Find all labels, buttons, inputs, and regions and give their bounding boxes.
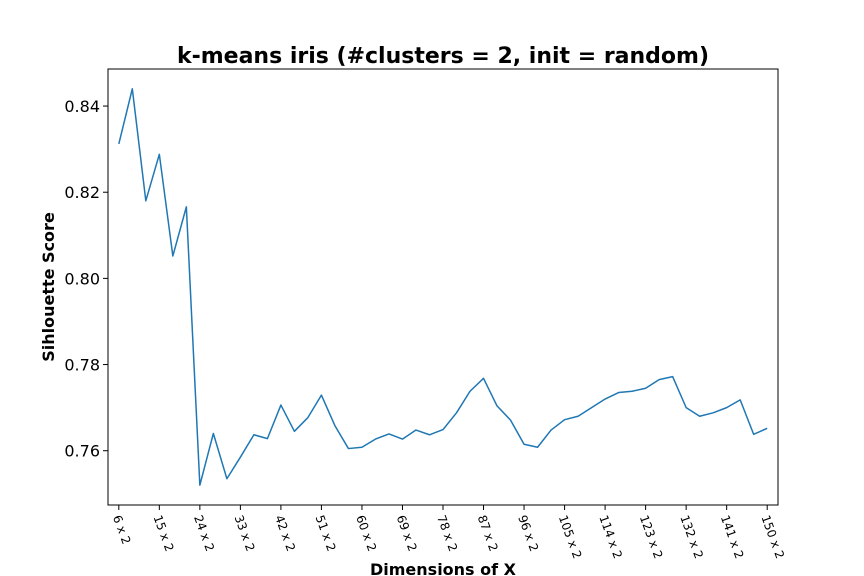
data-point [564, 419, 566, 421]
x-tick-label: 150 x 2 [758, 513, 787, 560]
y-tick-label: 0.84 [64, 97, 100, 116]
x-tick-label: 87 x 2 [475, 513, 501, 553]
data-point [347, 448, 349, 450]
data-point [618, 392, 620, 394]
data-point [442, 429, 444, 431]
data-point [537, 446, 539, 448]
data-point [226, 478, 228, 480]
data-point [253, 434, 255, 436]
y-tick-label: 0.78 [64, 356, 100, 375]
data-point [550, 429, 552, 431]
data-point [212, 432, 214, 434]
data-point [712, 412, 714, 414]
data-point [401, 438, 403, 440]
data-point [172, 255, 174, 257]
axes-frame [107, 68, 779, 506]
x-tick-label: 105 x 2 [556, 513, 585, 560]
data-point [145, 200, 147, 202]
data-point [523, 443, 525, 445]
plot-area [107, 68, 779, 506]
x-tick-label: 6 x 2 [110, 513, 133, 546]
x-tick-label: 96 x 2 [515, 513, 541, 553]
x-axis: 6 x 2 15 x 2 24 x 2 33 x 2 42 x 2 51 x 2 60 x … [110, 505, 787, 561]
data-point [496, 405, 498, 407]
data-point [185, 206, 187, 208]
data-point [456, 412, 458, 414]
data-point [293, 430, 295, 432]
data-point [739, 399, 741, 401]
data-point [199, 484, 201, 486]
x-tick-label: 132 x 2 [677, 513, 706, 560]
data-point [577, 415, 579, 417]
x-tick-label: 42 x 2 [272, 513, 298, 553]
data-point [131, 88, 133, 90]
x-tick-label: 114 x 2 [596, 513, 625, 560]
data-point [118, 143, 120, 145]
data-point [753, 433, 755, 435]
y-axis-label: Sihlouette Score [39, 212, 58, 362]
data-point [672, 376, 674, 378]
data-point [374, 438, 376, 440]
data-point [658, 379, 660, 381]
data-point [307, 417, 309, 419]
data-point [685, 407, 687, 409]
data-point [483, 377, 485, 379]
data-point [766, 427, 768, 429]
chart-title: k-means iris (#clusters = 2, init = rand… [177, 44, 709, 69]
x-tick-label: 141 x 2 [718, 513, 747, 560]
x-axis-label: Dimensions of X [370, 560, 517, 576]
data-point [469, 390, 471, 392]
x-tick-label: 69 x 2 [394, 513, 420, 553]
data-point [334, 425, 336, 427]
y-tick-label: 0.82 [64, 183, 100, 202]
y-tick-label: 0.80 [64, 269, 100, 288]
data-point [510, 419, 512, 421]
x-tick-label: 123 x 2 [637, 513, 666, 560]
data-point [320, 394, 322, 396]
x-tick-label: 24 x 2 [191, 513, 217, 553]
x-tick-label: 78 x 2 [434, 513, 460, 553]
data-point [158, 153, 160, 155]
series-line [118, 88, 768, 486]
data-point [591, 407, 593, 409]
data-point [699, 415, 701, 417]
data-point [415, 429, 417, 431]
data-point [604, 398, 606, 400]
data-point [726, 407, 728, 409]
y-axis: 0.76 0.78 0.80 0.82 0.84 [64, 97, 108, 461]
data-point [631, 390, 633, 392]
x-tick-label: 51 x 2 [313, 513, 339, 553]
data-point [428, 434, 430, 436]
x-tick-label: 33 x 2 [232, 513, 258, 553]
y-tick-label: 0.76 [64, 442, 100, 461]
data-point [361, 446, 363, 448]
data-point [280, 404, 282, 406]
data-point [645, 387, 647, 389]
x-tick-label: 15 x 2 [151, 513, 177, 553]
x-tick-label: 60 x 2 [353, 513, 379, 553]
data-point [388, 433, 390, 435]
series-group [118, 88, 768, 486]
data-point [266, 438, 268, 440]
data-point [239, 456, 241, 458]
